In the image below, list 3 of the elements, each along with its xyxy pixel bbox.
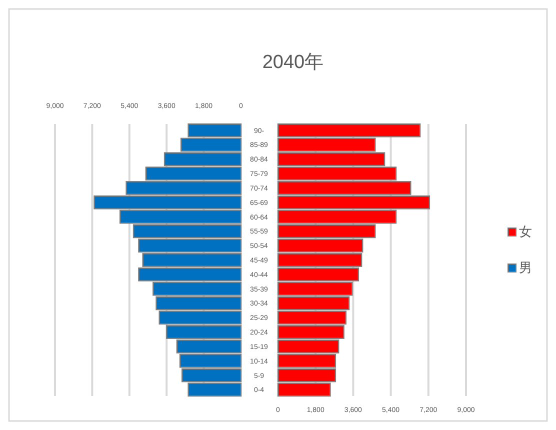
legend-label: 男 — [519, 260, 532, 275]
chart-title: 2040年 — [262, 52, 324, 73]
legend-label: 女 — [519, 224, 532, 239]
